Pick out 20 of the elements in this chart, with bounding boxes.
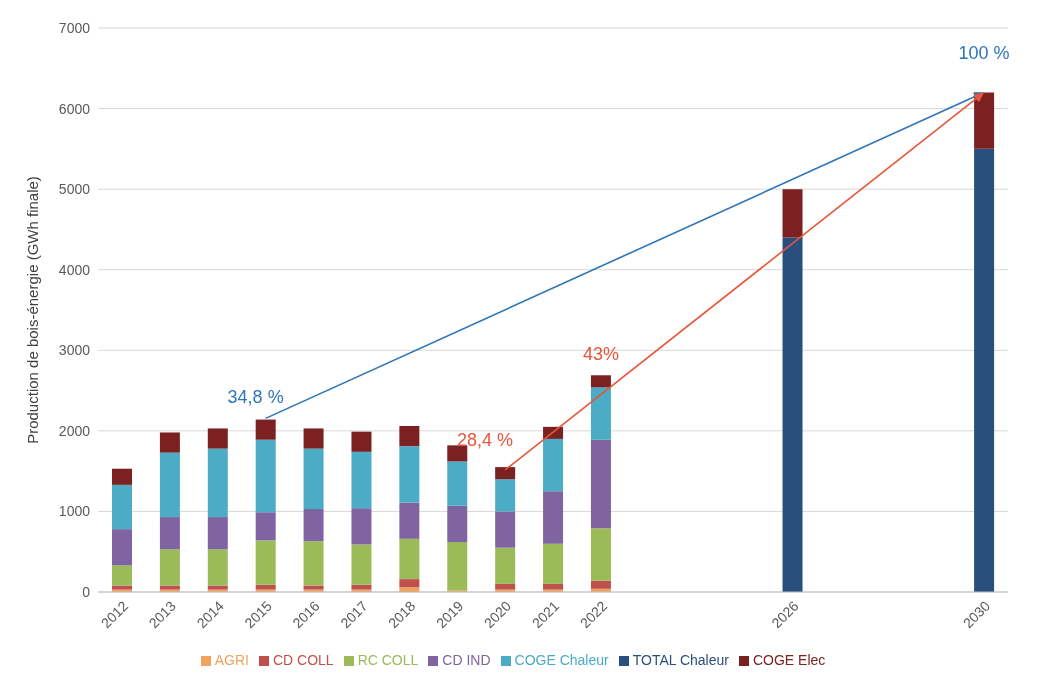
legend-label: AGRI	[214, 652, 249, 668]
annotation: 34,8 %	[227, 386, 284, 407]
y-tick-label: 3000	[58, 342, 91, 359]
y-axis-title: Production de bois-énergie (GWh finale)	[24, 176, 42, 444]
legend-label: TOTAL Chaleur	[632, 652, 729, 668]
y-tick-label: 2000	[58, 422, 91, 439]
y-tick-label: 6000	[58, 100, 91, 117]
y-tick-label: 5000	[58, 181, 91, 198]
legend-label: CD IND	[442, 652, 491, 668]
annotation: 28,4 %	[457, 430, 514, 451]
legend-label: RC COLL	[357, 652, 419, 668]
legend-label: COGE Elec	[752, 652, 826, 668]
legend-label: CD COLL	[272, 652, 334, 668]
legend-label: COGE Chaleur	[514, 652, 609, 668]
y-tick-label: 0	[82, 583, 91, 600]
y-tick-label: 4000	[58, 261, 91, 278]
y-tick-label: 1000	[58, 503, 91, 520]
annotation: 100 %	[958, 42, 1010, 63]
y-tick-label: 7000	[58, 19, 91, 36]
annotation: 43%	[582, 343, 619, 364]
